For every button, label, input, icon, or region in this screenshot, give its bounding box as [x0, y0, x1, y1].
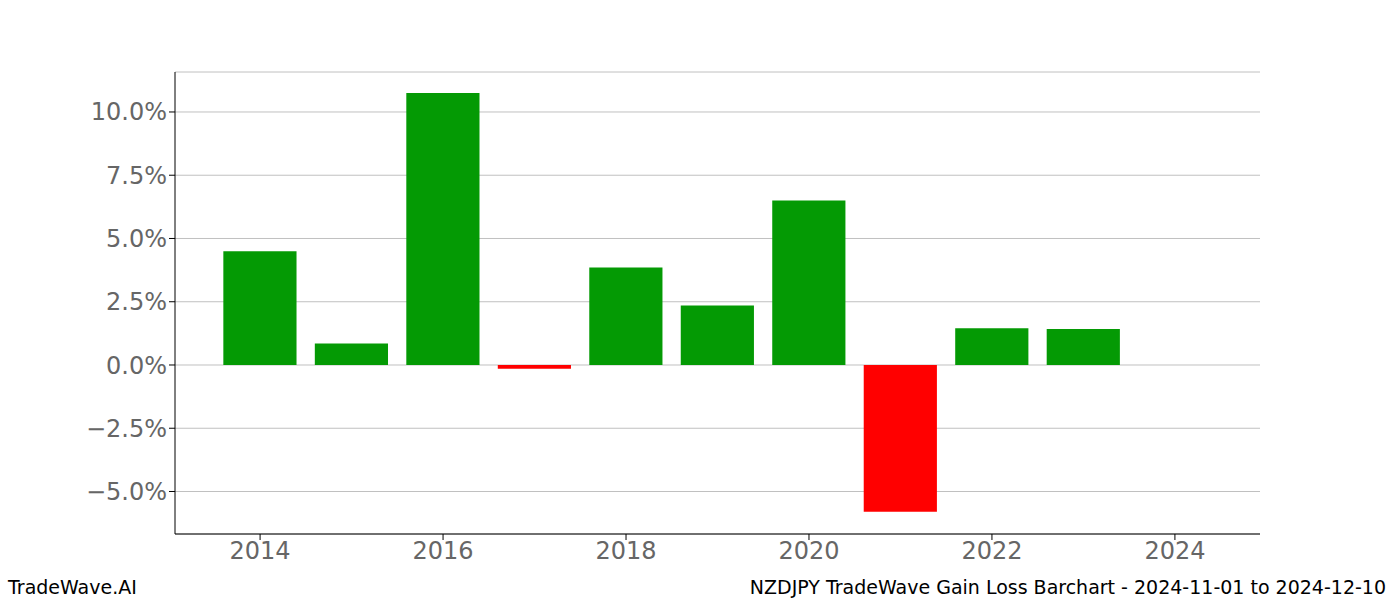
- svg-text:2.5%: 2.5%: [106, 288, 167, 316]
- svg-text:−2.5%: −2.5%: [86, 415, 167, 443]
- svg-text:7.5%: 7.5%: [106, 162, 167, 190]
- svg-text:10.0%: 10.0%: [91, 98, 167, 126]
- svg-text:5.0%: 5.0%: [106, 225, 167, 253]
- svg-text:−5.0%: −5.0%: [86, 478, 167, 506]
- svg-text:2022: 2022: [961, 537, 1022, 565]
- svg-text:2024: 2024: [1144, 537, 1205, 565]
- html-text:TradeWave.AI: TradeWave.AI: [8, 576, 137, 598]
- svg-text:2018: 2018: [595, 537, 656, 565]
- svg-text:0.0%: 0.0%: [106, 352, 167, 380]
- html-text:NZDJPY TradeWave Gain Loss Bar: NZDJPY TradeWave Gain Loss Barchart - 20…: [749, 576, 1386, 598]
- svg-text:2016: 2016: [413, 537, 474, 565]
- svg-text:2014: 2014: [230, 537, 291, 565]
- svg-text:2020: 2020: [778, 537, 839, 565]
